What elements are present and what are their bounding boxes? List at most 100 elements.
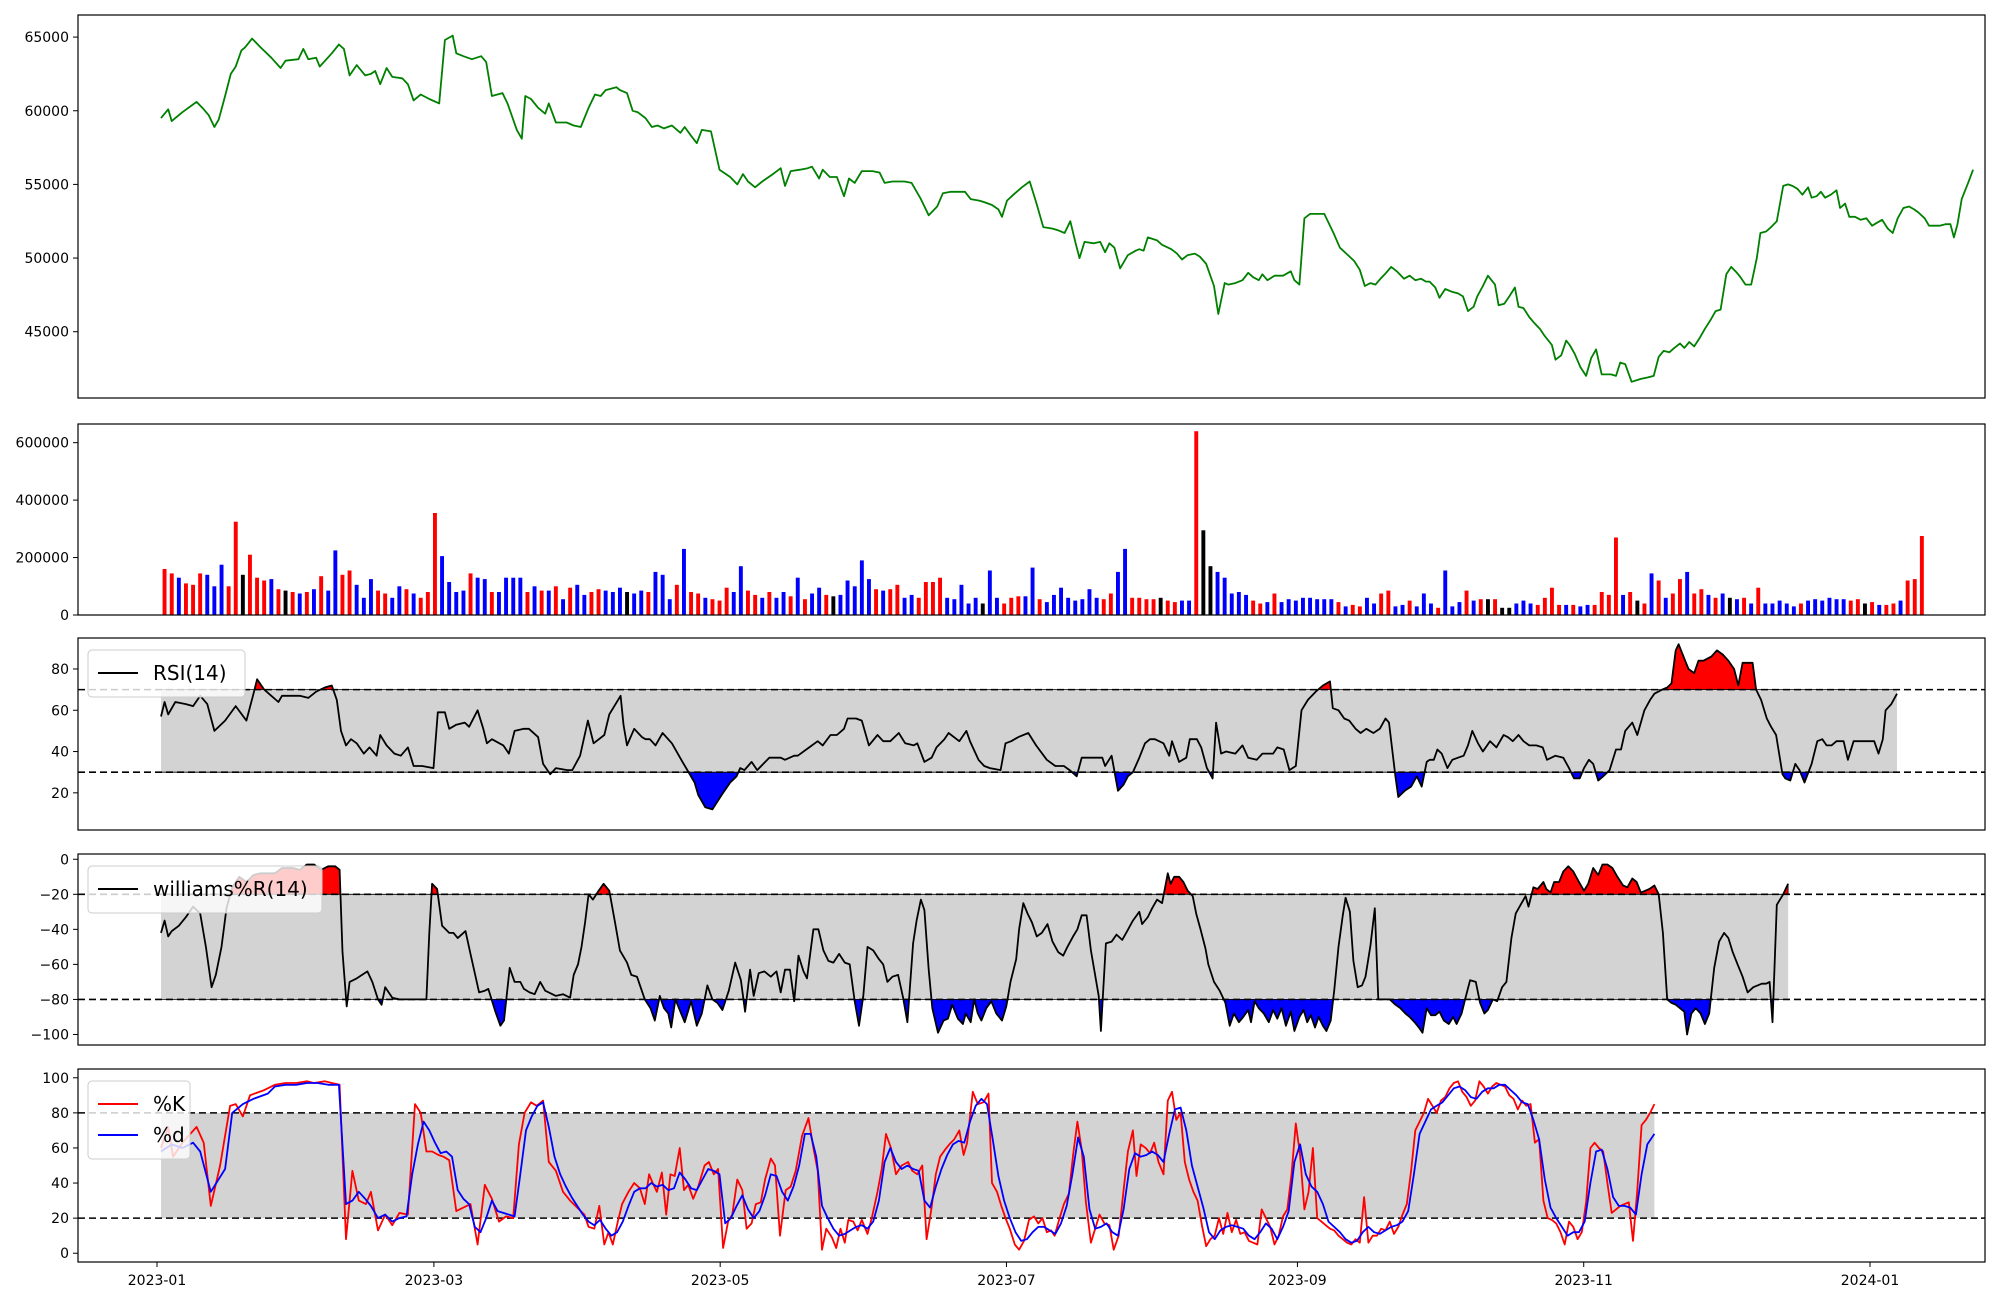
volume-bar [1194, 431, 1199, 615]
volume-bar [1059, 587, 1064, 615]
volume-bar [1229, 593, 1234, 615]
volume-bar [703, 597, 708, 615]
volume-bar [987, 570, 992, 615]
volume-bar [418, 597, 423, 615]
volume-bar [433, 513, 437, 615]
volume-bar [1372, 603, 1377, 615]
volume-bar [546, 590, 551, 615]
price-axes-frame [77, 14, 1986, 399]
xtick-label: 2023-11 [1554, 1273, 1613, 1289]
volume-bar [1279, 602, 1284, 615]
volume-bar [646, 592, 651, 615]
volume-bar [1535, 604, 1540, 615]
volume-bar [1400, 604, 1405, 615]
volume-bar [1336, 602, 1341, 615]
volume-bar [1813, 599, 1818, 615]
volume-bar [169, 573, 174, 615]
volume-bar [1187, 600, 1192, 615]
stochastic-ytick-label: 60 [51, 1141, 69, 1157]
xtick-label: 2023-09 [1268, 1273, 1327, 1289]
volume-bar [1834, 599, 1839, 615]
volume-bar [1791, 606, 1796, 615]
volume-bar [276, 589, 281, 615]
volume-bar [660, 574, 665, 615]
volume-bar [1180, 600, 1184, 615]
williams-ytick-label: −80 [39, 992, 69, 1008]
volume-bar [1749, 603, 1754, 615]
volume-bar [1706, 594, 1711, 615]
volume-bar [454, 592, 459, 615]
rsi-legend-box [87, 649, 246, 698]
volume-bar [1315, 599, 1320, 615]
volume-bar [1151, 599, 1156, 615]
volume-bar [1357, 606, 1362, 615]
volume-bar [283, 590, 288, 615]
volume-bar [240, 574, 245, 615]
volume-bar [923, 582, 928, 615]
volume-bar [1919, 536, 1924, 615]
volume-bar [212, 586, 217, 615]
volume-bar [269, 579, 274, 615]
volume-bar [376, 590, 381, 615]
volume-bar [1777, 600, 1782, 615]
volume-bar [1393, 606, 1398, 615]
williams-axes-frame [77, 853, 1986, 1046]
volume-bar [852, 586, 857, 615]
volume-bar [1514, 603, 1519, 615]
stochastic-ytick-label: 80 [51, 1106, 69, 1122]
volume-bar [205, 574, 210, 615]
volume-bar [1848, 600, 1853, 615]
volume-bar [1101, 599, 1106, 615]
axes-frames [73, 14, 1986, 1267]
volume-bar [1863, 603, 1867, 615]
volume-bar [589, 592, 594, 615]
volume-bar [1571, 604, 1576, 615]
volume-bar [795, 577, 800, 615]
williams-legend-box [87, 865, 323, 914]
volume-bar [1016, 596, 1021, 615]
volume-ytick-label: 600000 [16, 436, 69, 452]
volume-bar [916, 597, 921, 615]
xtick-label: 2024-01 [1841, 1273, 1900, 1289]
volume-bar [198, 573, 203, 615]
volume-bar [1727, 597, 1732, 615]
volume-bar [1244, 594, 1249, 615]
volume-bar [1137, 597, 1142, 615]
volume-bar [1578, 606, 1583, 615]
volume-bar [1592, 604, 1597, 615]
volume-bar [532, 586, 537, 615]
price-ytick-label: 50000 [24, 251, 69, 267]
volume-bar [1087, 589, 1092, 615]
volume-bar [482, 579, 487, 615]
volume-bar [1158, 597, 1163, 615]
volume-bar [610, 592, 615, 615]
volume-bar [888, 589, 893, 615]
volume-bar [653, 571, 658, 615]
volume-bar [1478, 599, 1483, 615]
volume-bar [682, 548, 686, 615]
xtick-label: 2023-07 [977, 1273, 1036, 1289]
volume-bar [1770, 603, 1775, 615]
volume-bar [966, 603, 971, 615]
volume-bar [1855, 599, 1860, 615]
williams-ytick-label: 0 [60, 852, 69, 868]
volume-bar [1066, 597, 1071, 615]
volume-bar [781, 592, 786, 615]
volume-bar [304, 592, 309, 615]
legends: RSI(14) williams%R(14) %K %d [87, 649, 323, 1160]
volume-bar [1663, 597, 1668, 615]
stochastic-series-line [160, 1082, 1656, 1244]
volume-bar [1614, 537, 1618, 615]
volume-bar [1009, 597, 1014, 615]
price-ytick-label: 60000 [24, 104, 69, 120]
volume-bar [1784, 603, 1789, 615]
volume-bar [603, 590, 608, 615]
volume-bar [1912, 579, 1917, 615]
volume-bar [859, 560, 864, 615]
stochastic-legend-label: %d [153, 1123, 185, 1147]
volume-bar [333, 550, 338, 615]
volume-bar [1678, 579, 1682, 615]
volume-bar [1172, 602, 1177, 615]
volume-bar [1165, 600, 1170, 615]
volume-bar [1877, 604, 1882, 615]
